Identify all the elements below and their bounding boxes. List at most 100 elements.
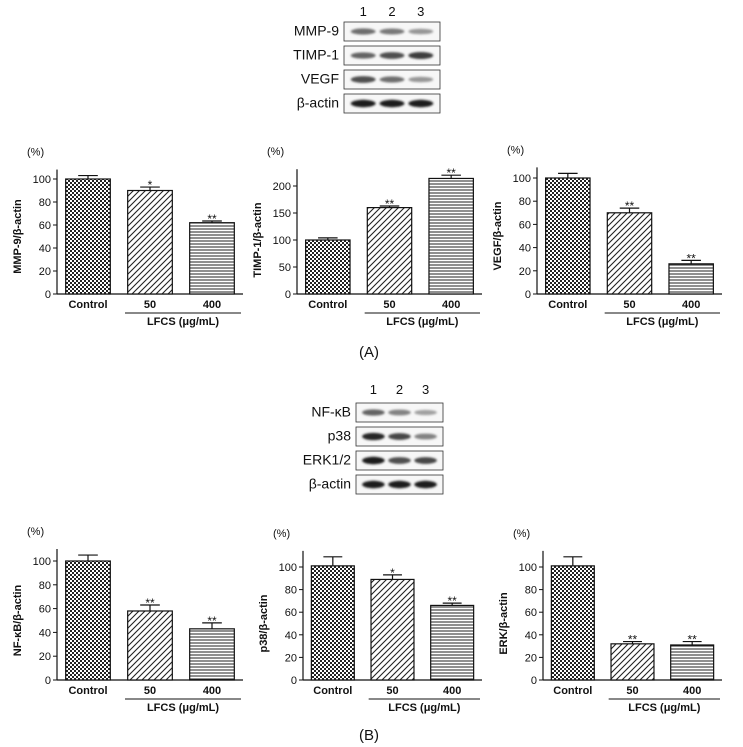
bar-chart: 0 20 40 60 80 100 (%) MMP-9/β-actin Control * 50 **… [12,147,243,328]
blot-band [408,99,434,108]
y-tick-label: 100 [279,562,297,574]
blot-band [362,480,385,489]
group-label: LFCS (μg/mL) [628,702,700,714]
x-tick-label: Control [313,685,352,697]
y-axis-label: NF-κB/β-actin [12,584,24,656]
blot-band [362,409,385,416]
x-tick-label: 50 [144,299,156,311]
y-unit-label: (%) [27,526,44,538]
bar [668,263,714,295]
panel-b-label: (B) [359,727,379,744]
x-tick-label: 400 [682,299,700,311]
blot-row-label: VEGF [301,71,339,87]
y-tick-label: 40 [39,627,51,639]
significance-marker: ** [385,197,395,211]
bar [305,239,351,295]
y-tick-label: 20 [39,651,51,663]
blot-band [350,28,376,35]
significance-marker: * [390,566,395,580]
blot-band [350,76,376,83]
bar [370,578,415,681]
x-tick-label: Control [308,299,347,311]
x-tick-label: 400 [203,299,221,311]
significance-marker: ** [446,166,456,180]
y-tick-label: 100 [519,562,537,574]
bar-chart: 0 50 100 150 200 (%) TIMP-1/β-actin Control ** 50… [252,146,482,328]
x-tick-label: 50 [386,685,398,697]
y-tick-label: 80 [519,196,531,208]
bar [545,177,591,295]
bar [189,222,235,295]
blot-row-label: MMP-9 [294,23,339,39]
bar [550,565,595,681]
x-tick-label: 400 [203,685,221,697]
x-tick-label: Control [548,299,587,311]
blot-row-label: NF-κB [311,404,351,420]
y-tick-label: 0 [291,675,297,687]
bar-chart: 0 20 40 60 80 100 (%) ERK/β-actin Control ** 50 ** 4… [498,528,722,714]
y-tick-label: 0 [45,675,51,687]
y-tick-label: 60 [519,219,531,231]
blot-band [379,99,405,108]
panel-b-western-blot: 1 2 3 NF-κB p38 ERK1/2 β-actin [303,382,444,495]
y-tick-label: 0 [525,289,531,301]
y-tick-label: 100 [33,556,51,568]
y-tick-label: 60 [39,220,51,232]
blot-band [414,480,437,489]
bar [430,604,475,681]
blot-row-label: p38 [328,428,352,444]
blot-band [388,480,411,489]
bar [189,628,235,681]
y-unit-label: (%) [27,147,44,159]
y-tick-label: 40 [285,630,297,642]
x-tick-label: 400 [683,685,701,697]
y-tick-label: 60 [285,607,297,619]
bar-chart: 0 20 40 60 80 100 (%) NF-κB/β-actin Control ** 50 *… [12,526,243,714]
significance-marker: ** [687,633,697,647]
significance-marker: ** [625,199,635,213]
y-tick-label: 100 [513,173,531,185]
significance-marker: ** [207,212,217,226]
blot-band [414,433,437,440]
x-tick-label: Control [68,685,107,697]
x-tick-label: 400 [443,685,461,697]
x-tick-label: 400 [442,299,460,311]
significance-marker: ** [145,596,155,610]
y-tick-label: 80 [285,585,297,597]
y-tick-label: 0 [531,675,537,687]
y-tick-label: 80 [39,197,51,209]
blot-band [414,457,437,464]
group-label: LFCS (μg/mL) [388,702,460,714]
y-tick-label: 150 [273,208,291,220]
y-tick-label: 20 [285,652,297,664]
y-axis-label: VEGF/β-actin [492,201,504,270]
significance-marker: ** [447,594,457,608]
lane-number: 2 [396,382,403,397]
blot-row-label: β-actin [297,95,339,111]
y-tick-label: 80 [525,585,537,597]
y-axis-label: p38/β-actin [258,594,270,652]
bar [428,177,474,295]
bar [606,212,653,295]
significance-marker: ** [686,251,696,265]
blot-row-label: ERK1/2 [303,452,351,468]
blot-band [379,28,405,35]
bar [65,560,111,681]
y-tick-label: 200 [273,181,291,193]
group-label: LFCS (μg/mL) [147,316,219,328]
y-tick-label: 20 [525,652,537,664]
blot-row-label: TIMP-1 [293,47,339,63]
group-label: LFCS (μg/mL) [626,316,698,328]
y-tick-label: 50 [279,262,291,274]
y-tick-label: 80 [39,580,51,592]
bar [310,565,355,681]
y-tick-label: 20 [519,266,531,278]
x-tick-label: 50 [626,685,638,697]
panel-a-label: (A) [359,344,379,361]
x-tick-label: Control [68,299,107,311]
y-tick-label: 60 [525,607,537,619]
y-tick-label: 60 [39,604,51,616]
blot-band [362,456,385,465]
y-tick-label: 40 [39,243,51,255]
blot-band [388,457,411,464]
